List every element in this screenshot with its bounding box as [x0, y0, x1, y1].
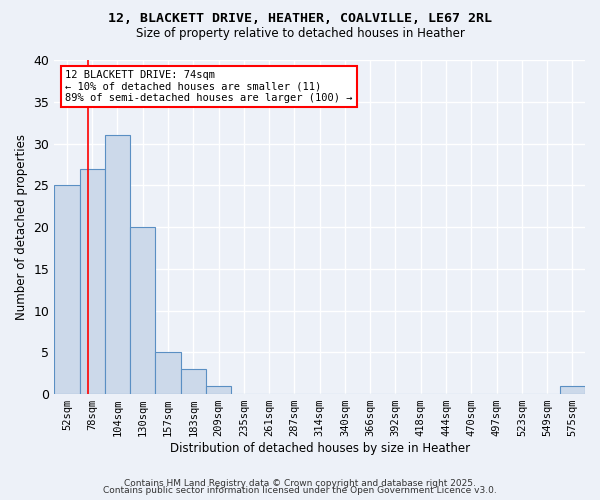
Bar: [560, 386, 585, 394]
Text: 12, BLACKETT DRIVE, HEATHER, COALVILLE, LE67 2RL: 12, BLACKETT DRIVE, HEATHER, COALVILLE, …: [108, 12, 492, 26]
Bar: [80, 168, 105, 394]
Bar: [54, 186, 80, 394]
Bar: [181, 369, 206, 394]
Text: Size of property relative to detached houses in Heather: Size of property relative to detached ho…: [136, 28, 464, 40]
Bar: [155, 352, 181, 394]
Text: Contains HM Land Registry data © Crown copyright and database right 2025.: Contains HM Land Registry data © Crown c…: [124, 478, 476, 488]
Bar: [206, 386, 231, 394]
Text: Contains public sector information licensed under the Open Government Licence v3: Contains public sector information licen…: [103, 486, 497, 495]
Text: 12 BLACKETT DRIVE: 74sqm
← 10% of detached houses are smaller (11)
89% of semi-d: 12 BLACKETT DRIVE: 74sqm ← 10% of detach…: [65, 70, 352, 103]
Bar: [130, 227, 155, 394]
Bar: [105, 135, 130, 394]
X-axis label: Distribution of detached houses by size in Heather: Distribution of detached houses by size …: [170, 442, 470, 455]
Y-axis label: Number of detached properties: Number of detached properties: [15, 134, 28, 320]
